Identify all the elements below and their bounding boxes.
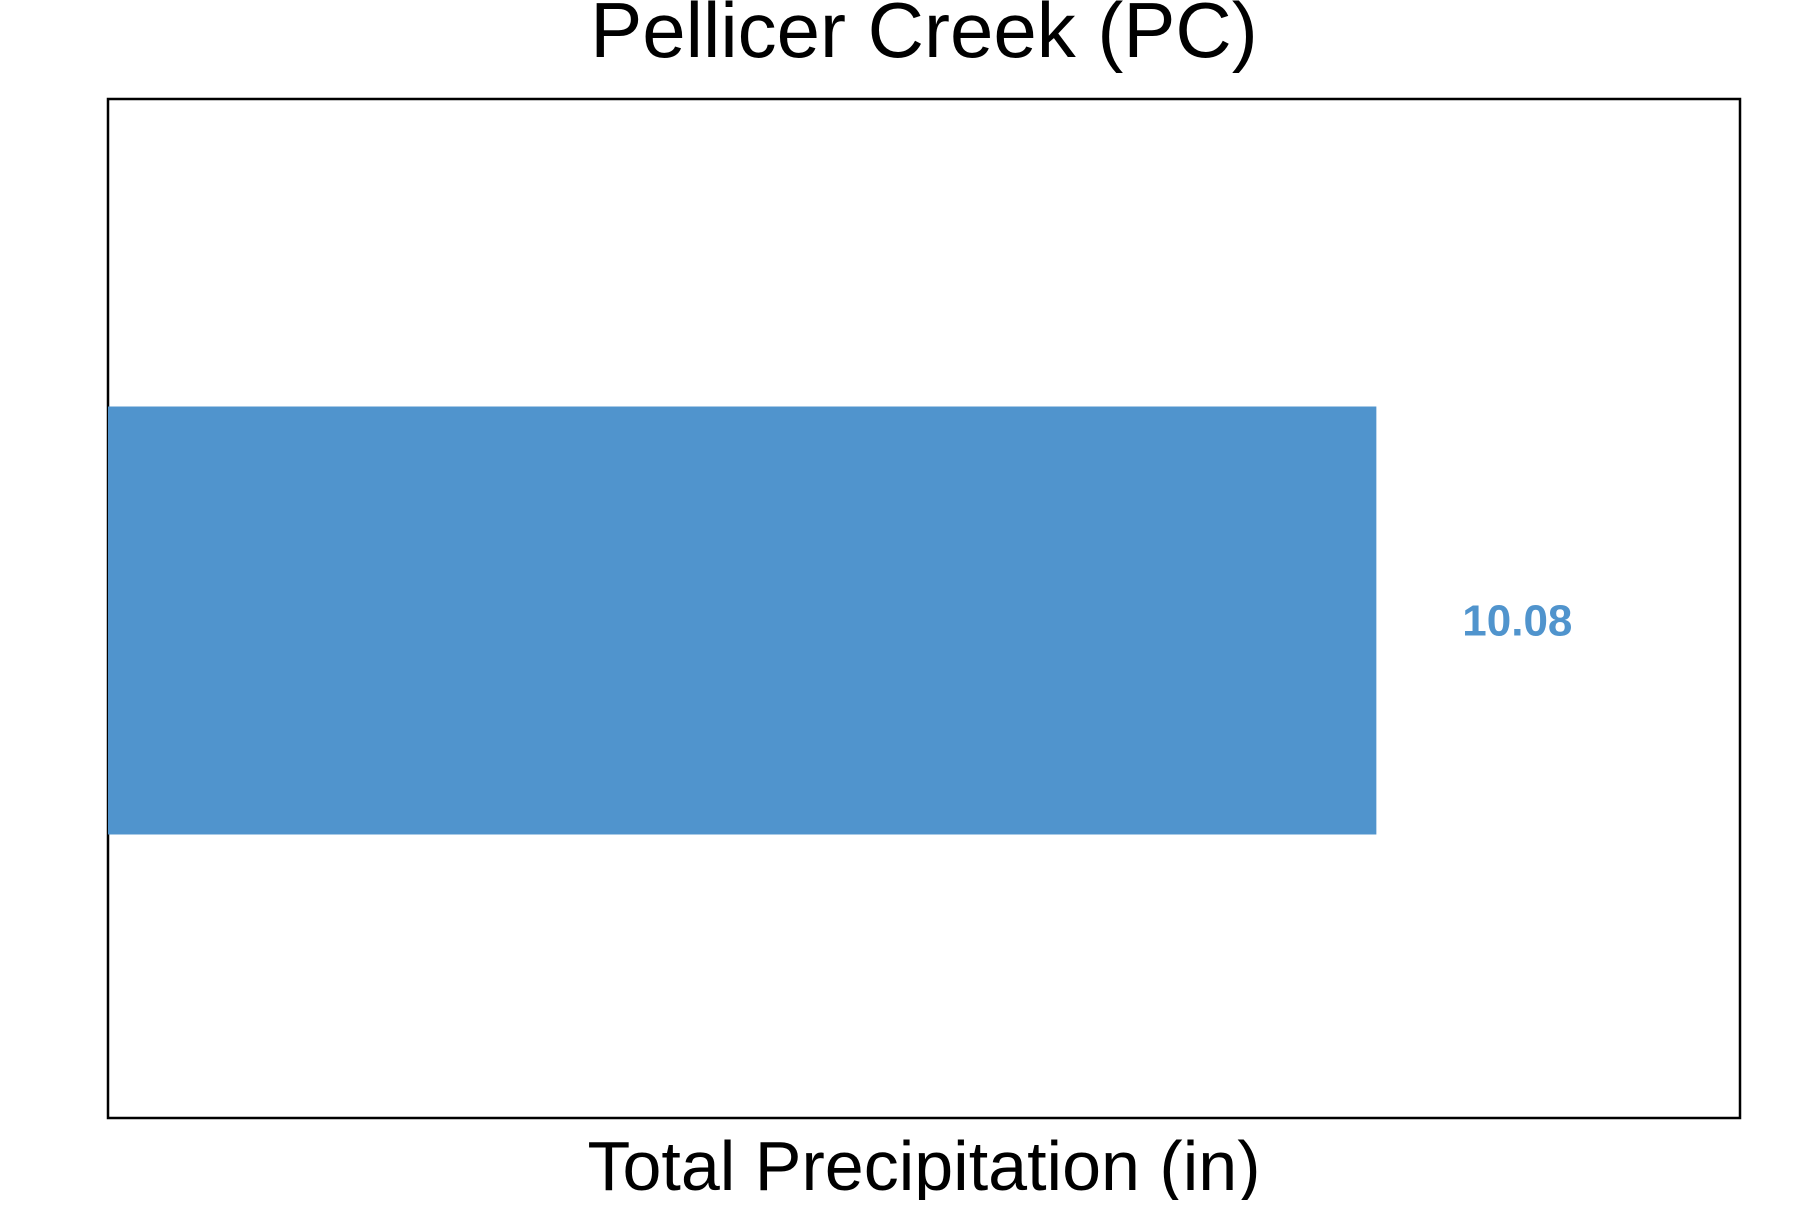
bar-value-label: 10.08 [1462,597,1572,646]
x-axis-label: Total Precipitation (in) [587,1127,1260,1200]
chart-title: Pellicer Creek (PC) [590,0,1257,74]
bars-layer [108,406,1377,835]
data-labels-layer: 10.08 [1462,597,1572,646]
bar-pellicer-creek [108,406,1377,835]
